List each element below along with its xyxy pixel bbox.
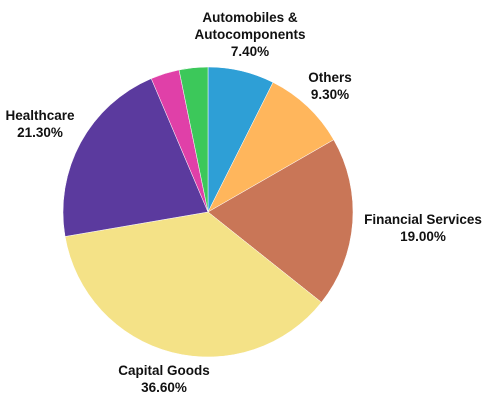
pie-label-line: 19.00% — [400, 229, 446, 244]
pie-label-line: Automobiles & — [202, 10, 298, 25]
pie-slices — [62, 66, 354, 358]
pie-slice-financial-services — [207, 139, 354, 303]
pie-label-healthcare: Healthcare 21.30% — [5, 108, 75, 140]
pie-label-line: 36.60% — [141, 380, 187, 395]
pie-label-line: Autocomponents — [195, 27, 306, 42]
pie-labels: Automobiles & Autocomponents 7.40% Others 9.… — [5, 10, 481, 395]
pie-label-line: Financial Services — [364, 212, 482, 227]
pie-label-line: Healthcare — [5, 108, 75, 123]
pie-label-financial-services: Financial Services 19.00% — [364, 212, 482, 244]
pie-label-line: 7.40% — [231, 44, 269, 59]
pie-label-line: 9.30% — [311, 87, 349, 102]
pie-label-others: Others 9.30% — [308, 70, 352, 102]
pie-label-automobiles-autocomponents: Automobiles & Autocomponents 7.40% — [195, 10, 306, 59]
pie-slice-others — [207, 82, 335, 213]
pie-label-line: Capital Goods — [118, 363, 210, 378]
pie-slice-capital-goods — [64, 211, 322, 358]
pie-label-line: 21.30% — [17, 125, 63, 140]
pie-slice-unlabeled-6 — [178, 66, 209, 213]
pie-slice-healthcare — [62, 78, 209, 237]
pie-label-capital-goods: Capital Goods 36.60% — [118, 363, 210, 395]
pie-label-line: Others — [308, 70, 352, 85]
